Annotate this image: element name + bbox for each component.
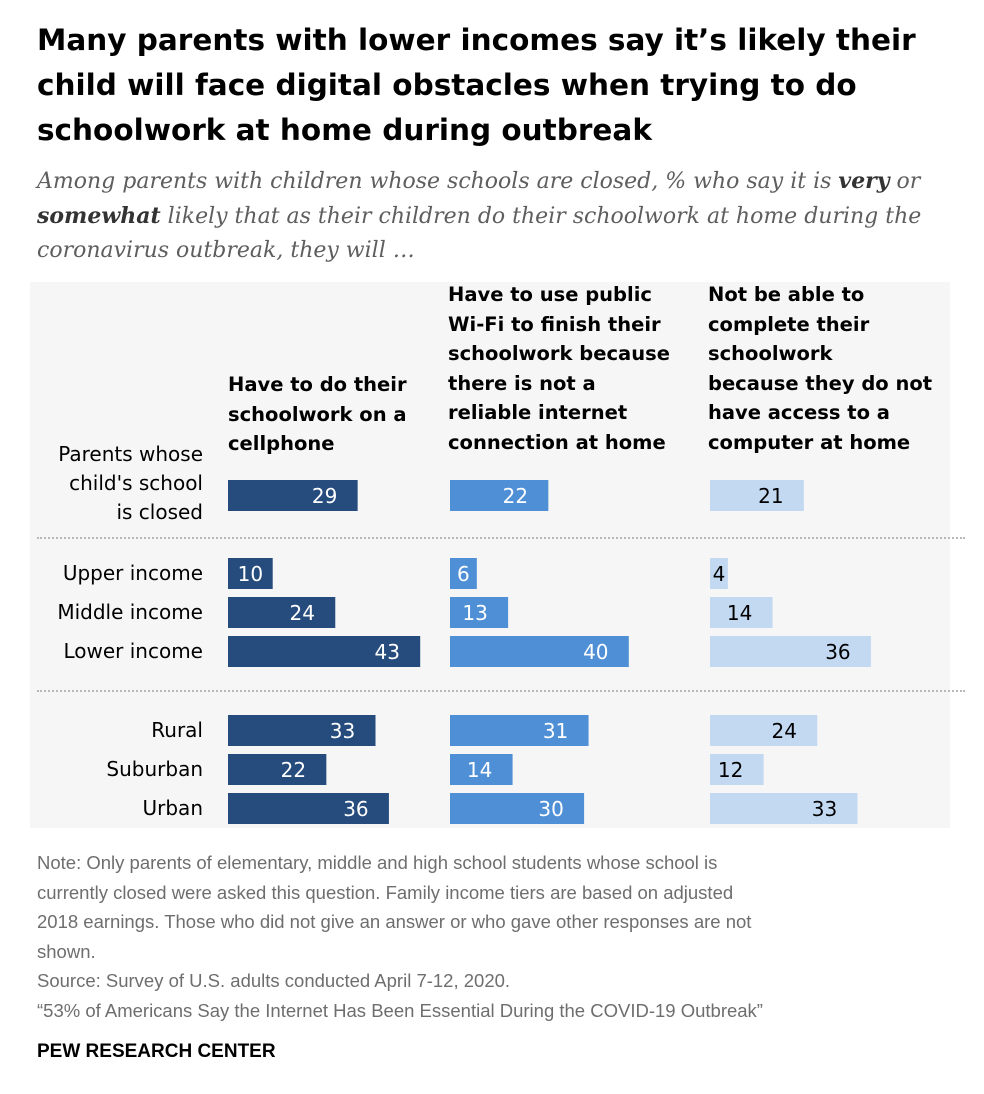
bar-3-row-7 xyxy=(710,793,858,824)
bar-2-row-3 xyxy=(450,597,509,628)
row-label-lower-income: Lower income xyxy=(63,639,203,663)
column-header-line: schoolwork on a xyxy=(228,402,407,426)
row-label-school-closed: Parents whose child's school is closed xyxy=(20,440,203,527)
column-header-line: reliable internet xyxy=(448,401,628,424)
bar-value-label: 22 xyxy=(503,484,528,508)
subtitle-part1: Among parents with children whose school… xyxy=(37,169,839,194)
note-line: 2018 earnings. Those who did not give an… xyxy=(37,911,752,932)
bar-value-label: 40 xyxy=(583,640,608,664)
bar-value-label: 21 xyxy=(758,484,783,508)
bar-2-row-1 xyxy=(450,480,549,511)
bar-3-row-2 xyxy=(710,558,728,589)
row-label-line: is closed xyxy=(116,500,203,524)
subtitle-emphasis-very: very xyxy=(838,168,890,194)
column-header-line: have access to a xyxy=(708,401,890,424)
bar-1-row-5 xyxy=(228,715,376,746)
bar-value-label: 24 xyxy=(772,719,797,743)
column-header-line: connection at home xyxy=(448,430,666,454)
subtitle-part3: likely that as their children do their s… xyxy=(37,204,922,263)
bar-1-row-7 xyxy=(228,793,389,824)
column-header-line: Have to do their xyxy=(228,373,407,396)
bar-1-row-1 xyxy=(228,480,358,511)
bar-2-row-2 xyxy=(450,558,477,589)
pew-research-center-logo: PEW RESEARCH CENTER xyxy=(37,1041,276,1062)
row-label-line: Parents whose xyxy=(58,442,203,466)
subtitle-emphasis-somewhat: somewhat xyxy=(37,203,161,229)
bar-3-row-1 xyxy=(710,480,804,511)
column-header-public-wifi: Have to use public Wi-Fi to finish their… xyxy=(448,280,670,457)
source-line: Source: Survey of U.S. adults conducted … xyxy=(37,970,511,991)
bar-value-label: 22 xyxy=(281,758,306,782)
subtitle-part2: or xyxy=(889,169,921,194)
bar-1-row-4 xyxy=(228,636,421,667)
note-line: shown. xyxy=(37,940,96,962)
column-header-line: schoolwork because xyxy=(448,342,670,365)
column-header-line: there is not a xyxy=(448,371,596,395)
column-header-line: complete their xyxy=(708,312,870,336)
bar-2-row-7 xyxy=(450,793,585,824)
column-header-line: schoolwork xyxy=(708,342,833,365)
bar-value-label: 14 xyxy=(467,758,492,782)
chart-subtitle: Among parents with children whose school… xyxy=(37,164,957,268)
bar-value-label: 12 xyxy=(718,758,743,782)
note-line: Note: Only parents of elementary, middle… xyxy=(37,852,718,873)
bar-2-row-4 xyxy=(450,636,629,667)
column-header-no-computer: Not be able to complete their schoolwork… xyxy=(708,280,932,457)
bar-3-row-5 xyxy=(710,715,818,746)
bar-value-label: 24 xyxy=(290,601,315,625)
bar-3-row-4 xyxy=(710,636,871,667)
row-label-rural: Rural xyxy=(151,718,203,742)
bar-value-label: 14 xyxy=(727,601,752,625)
bar-value-label: 30 xyxy=(538,797,563,821)
note-line: currently closed were asked this questio… xyxy=(37,881,734,903)
column-header-line: Wi-Fi to finish their xyxy=(448,312,661,336)
column-header-line: cellphone xyxy=(228,432,335,455)
row-label-middle-income: Middle income xyxy=(57,600,203,624)
row-label-line: child's school xyxy=(69,471,203,495)
bar-value-label: 29 xyxy=(312,484,337,508)
column-header-line: because they do not xyxy=(708,371,933,395)
bar-value-label: 36 xyxy=(825,640,850,664)
bar-2-row-5 xyxy=(450,715,589,746)
bar-value-label: 33 xyxy=(812,797,837,821)
bar-value-label: 36 xyxy=(343,797,368,821)
bar-1-row-3 xyxy=(228,597,336,628)
bar-3-row-6 xyxy=(710,754,764,785)
column-header-line: Have to use public xyxy=(448,283,652,306)
bar-value-label: 10 xyxy=(238,562,263,586)
bar-value-label: 33 xyxy=(330,719,355,743)
chart-title: Many parents with lower incomes say it’s… xyxy=(37,23,916,147)
column-header-line: Not be able to xyxy=(708,283,865,306)
bar-1-row-6 xyxy=(228,754,327,785)
report-title-line: “53% of Americans Say the Internet Has B… xyxy=(37,999,763,1021)
bar-value-label: 4 xyxy=(713,562,726,586)
bar-value-label: 43 xyxy=(374,640,399,664)
bar-1-row-2 xyxy=(228,558,273,589)
group-separator xyxy=(37,537,965,539)
bar-value-label: 13 xyxy=(462,601,487,625)
group-separator xyxy=(37,690,965,692)
bar-3-row-3 xyxy=(710,597,773,628)
row-label-suburban: Suburban xyxy=(106,757,203,781)
row-label-upper-income: Upper income xyxy=(62,561,203,585)
row-label-urban: Urban xyxy=(142,796,204,820)
column-header-line: computer at home xyxy=(708,430,911,454)
bar-value-label: 6 xyxy=(457,562,470,586)
bar-2-row-6 xyxy=(450,754,513,785)
column-header-cellphone: Have to do their schoolwork on a cellpho… xyxy=(228,370,407,459)
bar-value-label: 31 xyxy=(543,719,568,743)
chart-note: Note: Only parents of elementary, middle… xyxy=(37,848,937,1025)
